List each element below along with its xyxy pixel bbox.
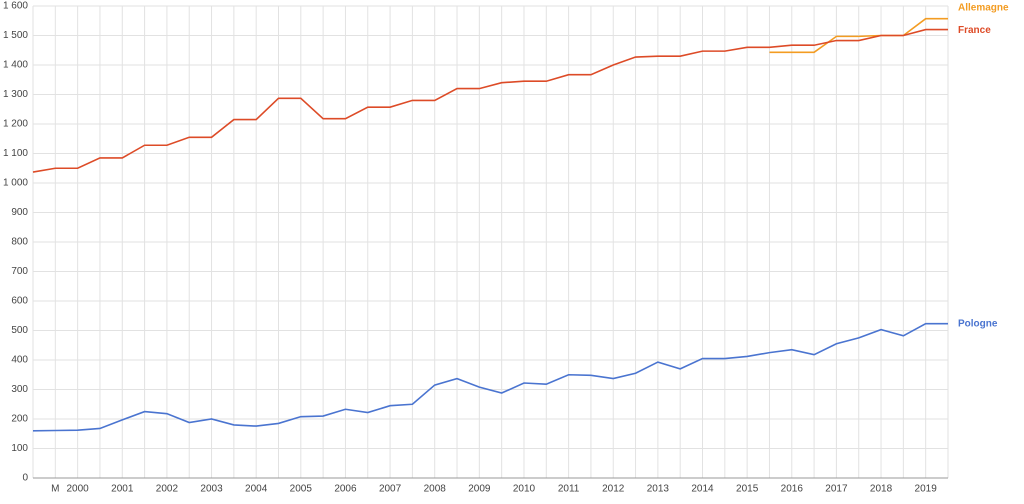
x-tick-label: 2006	[334, 484, 357, 495]
y-tick-label: 100	[11, 443, 28, 454]
x-tick-label: 2013	[647, 484, 670, 495]
x-tick-label: 2008	[424, 484, 447, 495]
y-tick-label: 1 500	[3, 30, 28, 41]
y-tick-label: 200	[11, 414, 28, 425]
x-tick-label: 2004	[245, 484, 268, 495]
y-tick-label: 400	[11, 355, 28, 366]
x-tick-label: 2015	[736, 484, 759, 495]
x-tick-label: 2017	[825, 484, 848, 495]
series-label: Allemagne	[958, 2, 1009, 13]
y-tick-label: 600	[11, 296, 28, 307]
x-tick-label: 2011	[558, 484, 580, 495]
y-tick-label: 1 000	[3, 178, 28, 189]
x-tick-label: 2016	[781, 484, 804, 495]
y-tick-label: 1 200	[3, 119, 28, 130]
x-tick-label: M	[51, 484, 59, 495]
series-line	[32, 28, 948, 173]
x-tick-label: 2001	[111, 484, 134, 495]
x-tick-label: 2009	[468, 484, 491, 495]
x-tick-label: 2012	[602, 484, 625, 495]
x-tick-label: 2005	[290, 484, 313, 495]
x-tick-label: 2002	[156, 484, 179, 495]
x-tick-label: 2003	[200, 484, 223, 495]
series-line	[769, 17, 948, 54]
x-tick-label: 2010	[513, 484, 536, 495]
x-tick-label: 2007	[379, 484, 402, 495]
y-tick-label: 1 600	[3, 1, 28, 12]
y-tick-label: 300	[11, 384, 28, 395]
x-tick-label: 2019	[915, 484, 938, 495]
series-line	[32, 322, 948, 432]
series-label: Pologne	[958, 318, 998, 329]
y-tick-label: 1 400	[3, 60, 28, 71]
y-tick-label: 900	[11, 207, 28, 218]
x-tick-label: 2018	[870, 484, 893, 495]
y-tick-label: 1 100	[3, 148, 28, 159]
x-tick-label: 2000	[67, 484, 90, 495]
x-tick-label: 2014	[691, 484, 714, 495]
y-tick-label: 700	[11, 266, 28, 277]
y-tick-label: 1 300	[3, 89, 28, 100]
y-tick-label: 500	[11, 325, 28, 336]
y-tick-label: 800	[11, 237, 28, 248]
y-tick-label: 0	[22, 473, 28, 484]
series-label: France	[958, 25, 991, 36]
